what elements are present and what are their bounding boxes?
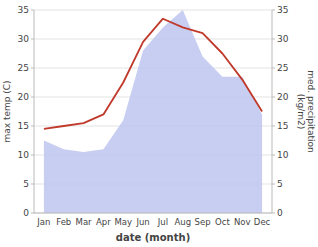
axis-label: date (month) [116, 232, 190, 243]
tick-label: 0 [23, 208, 29, 218]
tick-label: 35 [277, 5, 288, 15]
tick-label: 10 [18, 150, 30, 160]
tick [272, 97, 275, 98]
tick-label: Dec [254, 217, 271, 227]
tick-label: Oct [215, 217, 230, 227]
tick [272, 68, 275, 69]
tick-label: 20 [18, 92, 30, 102]
tick-label: Apr [96, 217, 111, 227]
axis-label: med. precipitation(kg/m2) [296, 70, 316, 152]
tick-label: Jan [36, 217, 50, 227]
tick-label: 30 [18, 34, 30, 44]
tick-label: 35 [18, 5, 29, 15]
tick [272, 155, 275, 156]
grid-line [34, 10, 272, 11]
area [44, 10, 262, 213]
tick-label: Feb [56, 217, 71, 227]
tick-label: 25 [18, 63, 29, 73]
tick [31, 97, 34, 98]
tick-label: Nov [234, 217, 251, 227]
tick [272, 10, 275, 11]
grid-line [34, 213, 272, 214]
tick-label: Jun [135, 217, 149, 227]
plot-area [44, 10, 262, 213]
tick-label: 15 [277, 121, 288, 131]
chart: 0 5 10 15 20 25 30 35 0 5 10 15 20 25 30 35 Jan Feb MarApr… [0, 0, 318, 247]
axis-line [272, 10, 273, 213]
tick-label: 25 [277, 63, 288, 73]
tick-label: Mar [76, 217, 93, 227]
tick [31, 155, 34, 156]
tick-label: Jul [157, 217, 168, 227]
tick [31, 184, 34, 185]
tick [31, 68, 34, 69]
tick [272, 213, 275, 214]
axes: 0 5 10 15 20 25 30 35 0 5 10 15 20 25 30 35 Jan Feb MarApr… [18, 5, 289, 227]
tick-label: 5 [277, 179, 283, 189]
tick [31, 10, 34, 11]
grid [34, 10, 272, 213]
tick-label: 10 [277, 150, 289, 160]
tick-label: May [114, 217, 132, 227]
tick [272, 39, 275, 40]
tick-label: 0 [277, 208, 283, 218]
axis-line [34, 10, 35, 213]
tick-label: 15 [18, 121, 29, 131]
axis-line [34, 213, 272, 214]
tick-label: Aug [174, 217, 191, 227]
tick [272, 184, 275, 185]
tick [272, 126, 275, 127]
tick-label: 5 [23, 179, 29, 189]
tick [31, 126, 34, 127]
tick-label: Sep [195, 217, 211, 227]
axis-label: max temp (C) [2, 80, 12, 142]
tick [31, 213, 34, 214]
tick [31, 39, 34, 40]
tick-label: 30 [277, 34, 289, 44]
line [44, 19, 262, 129]
tick-label: 20 [277, 92, 289, 102]
